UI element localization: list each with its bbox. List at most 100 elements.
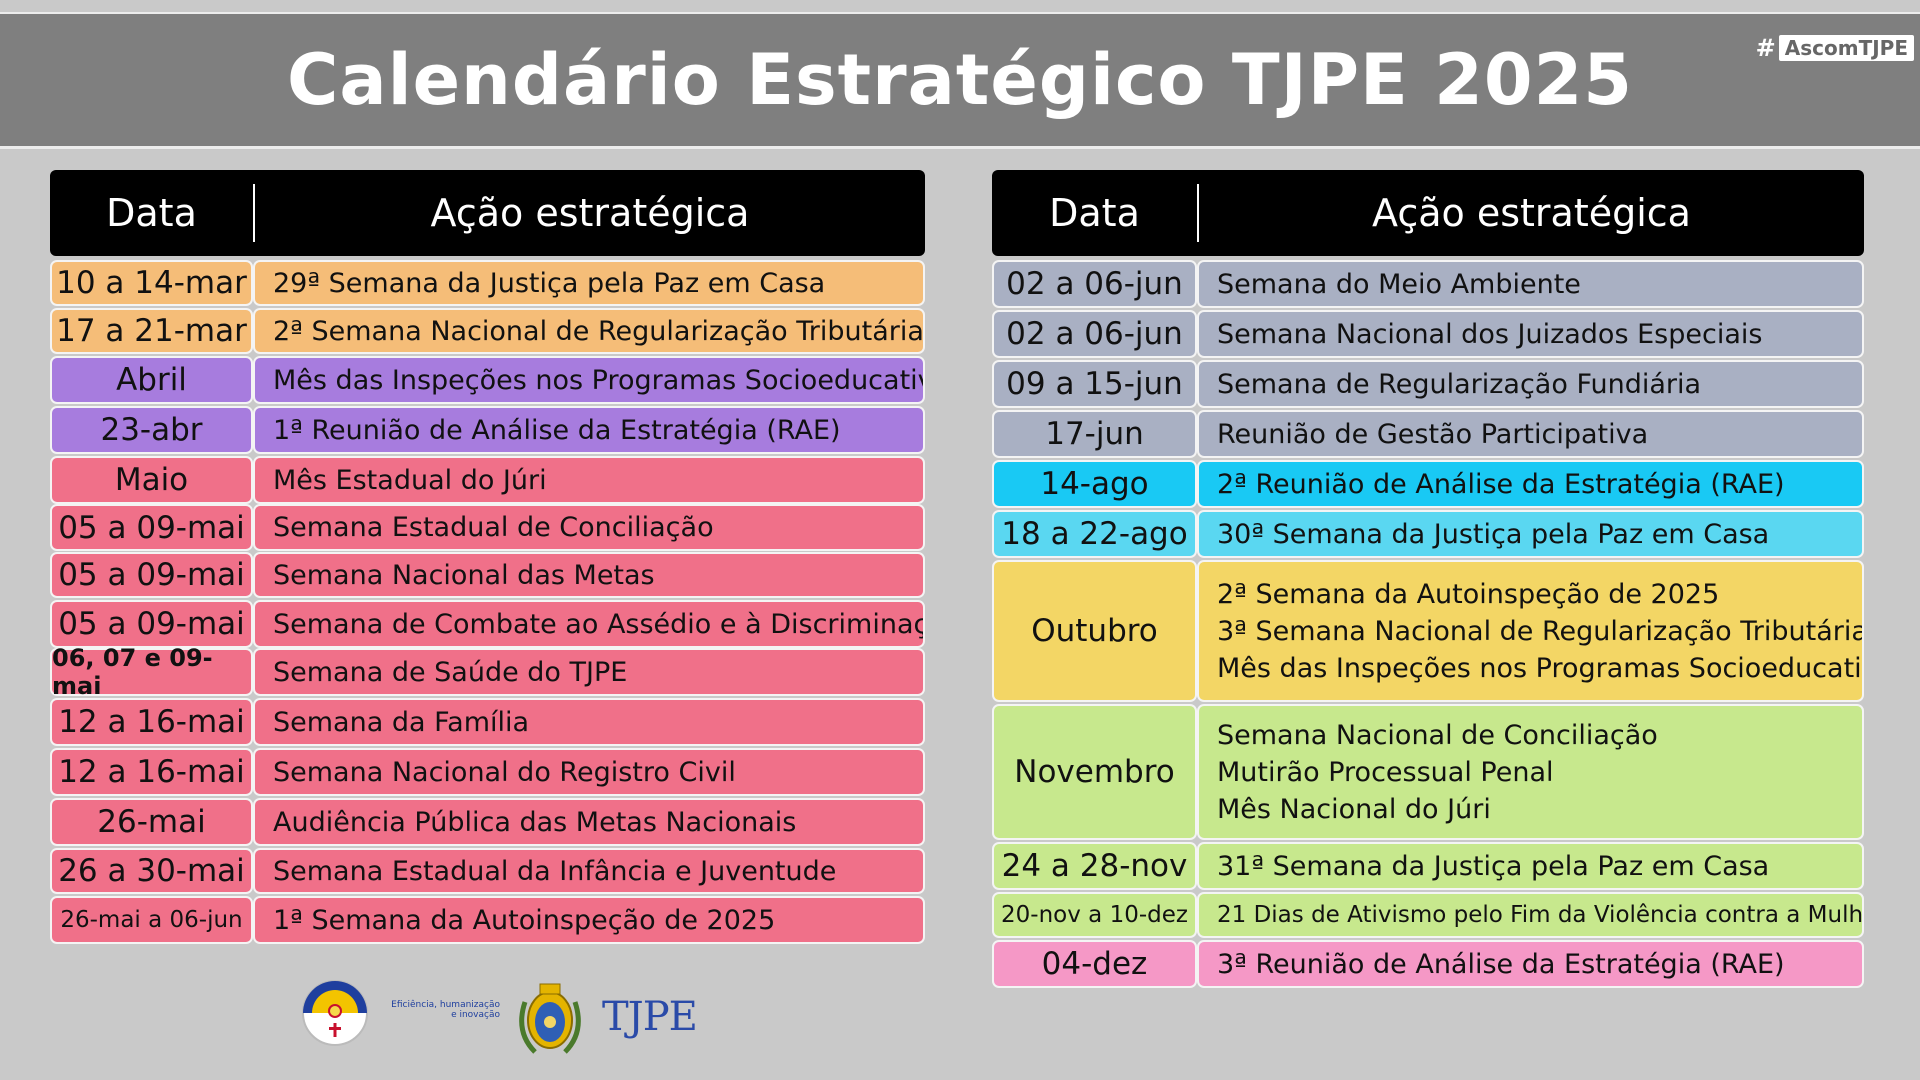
action-text: 3ª Semana Nacional de Regularização Trib…	[1217, 615, 1864, 647]
table-row: 05 a 09-mai Semana de Combate ao Assédio …	[50, 600, 925, 648]
table-row: 26 a 30-mai Semana Estadual da Infância e…	[50, 848, 925, 894]
hashtag: # AscomTJPE	[1756, 34, 1914, 62]
action-cell: 2ª Reunião de Análise da Estratégia (RAE…	[1197, 460, 1864, 508]
action-text: 2ª Semana da Autoinspeção de 2025	[1217, 578, 1720, 610]
action-text: Mutirão Processual Penal	[1217, 756, 1554, 788]
date-cell: Maio	[50, 456, 253, 504]
date-cell: Novembro	[992, 704, 1197, 840]
action-text: 2ª Reunião de Análise da Estratégia (RAE…	[1217, 468, 1785, 500]
date-cell: 23-abr	[50, 406, 253, 454]
action-text: Mês Estadual do Júri	[273, 464, 547, 496]
action-cell: Semana Estadual de Conciliação	[253, 504, 925, 551]
action-text: 29ª Semana da Justiça pela Paz em Casa	[273, 267, 826, 299]
table-header: Data Ação estratégica	[50, 170, 925, 256]
table-row: 18 a 22-ago 30ª Semana da Justiça pela Pa…	[992, 510, 1864, 558]
date-cell: 04-dez	[992, 940, 1197, 988]
action-text: 31ª Semana da Justiça pela Paz em Casa	[1217, 850, 1770, 882]
action-cell: 2ª Semana da Autoinspeção de 2025 3ª Sema…	[1197, 560, 1864, 702]
action-cell: 1ª Reunião de Análise da Estratégia (RAE…	[253, 406, 925, 454]
header-action: Ação estratégica	[430, 191, 750, 235]
action-text: Mês das Inspeções nos Programas Socioedu…	[1217, 652, 1864, 684]
table-row: 02 a 06-jun Semana do Meio Ambiente	[992, 260, 1864, 308]
hash-symbol: #	[1755, 34, 1776, 62]
date-cell: Outubro	[992, 560, 1197, 702]
action-text: Semana Estadual da Infância e Juventude	[273, 855, 837, 887]
date-cell: 26-mai	[50, 798, 253, 846]
header-action: Ação estratégica	[1372, 191, 1691, 235]
date-cell: 05 a 09-mai	[50, 504, 253, 551]
date-cell: 02 a 06-jun	[992, 310, 1197, 358]
date-cell: 17 a 21-mar	[50, 308, 253, 354]
date-cell: 14-ago	[992, 460, 1197, 508]
table-row: Novembro Semana Nacional de Conciliação Mu…	[992, 704, 1864, 840]
pernambuco-flag-icon	[302, 980, 368, 1046]
table-row: 04-dez 3ª Reunião de Análise da Estratégi…	[992, 940, 1864, 988]
table-row: 09 a 15-jun Semana de Regularização Fundi…	[992, 360, 1864, 408]
table-row: 17-jun Reunião de Gestão Participativa	[992, 410, 1864, 458]
table-row: 20-nov a 10-dez 21 Dias de Ativismo pelo …	[992, 892, 1864, 938]
action-text: Semana Nacional de Conciliação	[1217, 719, 1658, 751]
action-cell: Semana de Combate ao Assédio e à Discrim…	[253, 600, 925, 648]
action-text: Semana Nacional dos Juizados Especiais	[1217, 318, 1763, 350]
action-cell: Mês Estadual do Júri	[253, 456, 925, 504]
date-cell: Abril	[50, 356, 253, 404]
table-header: Data Ação estratégica	[992, 170, 1864, 256]
table-row: 14-ago 2ª Reunião de Análise da Estratégi…	[992, 460, 1864, 508]
action-text: Semana da Família	[273, 706, 530, 738]
header-date: Data	[106, 191, 197, 235]
table-row: Outubro 2ª Semana da Autoinspeção de 2025…	[992, 560, 1864, 702]
date-cell: 26 a 30-mai	[50, 848, 253, 894]
action-text: Semana do Meio Ambiente	[1217, 268, 1581, 300]
table-row: 17 a 21-mar 2ª Semana Nacional de Regular…	[50, 308, 925, 354]
action-text: 3ª Reunião de Análise da Estratégia (RAE…	[1217, 948, 1785, 980]
date-cell: 26-mai a 06-jun	[50, 896, 253, 944]
table-row: Maio Mês Estadual do Júri	[50, 456, 925, 504]
action-text: Audiência Pública das Metas Nacionais	[273, 806, 797, 838]
action-cell: 29ª Semana da Justiça pela Paz em Casa	[253, 260, 925, 306]
table-row: 24 a 28-nov 31ª Semana da Justiça pela Pa…	[992, 842, 1864, 890]
action-text: 1ª Reunião de Análise da Estratégia (RAE…	[273, 414, 841, 446]
date-cell: 05 a 09-mai	[50, 600, 253, 648]
action-cell: 31ª Semana da Justiça pela Paz em Casa	[1197, 842, 1864, 890]
date-cell: 12 a 16-mai	[50, 698, 253, 746]
action-text: Semana de Saúde do TJPE	[273, 656, 628, 688]
table-row: 05 a 09-mai Semana Estadual de Conciliaçã…	[50, 504, 925, 551]
action-cell: 1ª Semana da Autoinspeção de 2025	[253, 896, 925, 944]
action-cell: Mês das Inspeções nos Programas Socioedu…	[253, 356, 925, 404]
header-divider	[1197, 184, 1199, 242]
motto-text: Eficiência, humanização e inovação	[391, 1000, 500, 1020]
date-cell: 02 a 06-jun	[992, 260, 1197, 308]
action-text: Semana Nacional do Registro Civil	[273, 756, 736, 788]
action-text: Mês Nacional do Júri	[1217, 793, 1491, 825]
action-cell: 3ª Reunião de Análise da Estratégia (RAE…	[1197, 940, 1864, 988]
action-cell: 30ª Semana da Justiça pela Paz em Casa	[1197, 510, 1864, 558]
action-cell: Semana do Meio Ambiente	[1197, 260, 1864, 308]
action-cell: Semana Nacional dos Juizados Especiais	[1197, 310, 1864, 358]
date-cell: 24 a 28-nov	[992, 842, 1197, 890]
page-title: Calendário Estratégico TJPE 2025	[286, 39, 1634, 121]
action-cell: Semana da Família	[253, 698, 925, 746]
hashtag-handle: AscomTJPE	[1778, 35, 1914, 61]
action-text: Semana de Combate ao Assédio e à Discrim…	[273, 608, 925, 640]
action-cell: Semana Nacional de Conciliação Mutirão Pr…	[1197, 704, 1864, 840]
action-cell: Audiência Pública das Metas Nacionais	[253, 798, 925, 846]
coat-of-arms-icon	[519, 983, 581, 1054]
action-cell: 2ª Semana Nacional de Regularização Trib…	[253, 308, 925, 354]
action-text: 30ª Semana da Justiça pela Paz em Casa	[1217, 518, 1770, 550]
table-row: 06, 07 e 09-mai Semana de Saúde do TJPE	[50, 644, 925, 700]
table-row: 05 a 09-mai Semana Nacional das Metas	[50, 552, 925, 598]
action-text: Semana Nacional das Metas	[273, 559, 655, 591]
date-cell: 05 a 09-mai	[50, 552, 253, 598]
action-text: Semana de Regularização Fundiária	[1217, 368, 1702, 400]
action-text: Semana Estadual de Conciliação	[273, 512, 714, 543]
date-cell: 18 a 22-ago	[992, 510, 1197, 558]
action-cell: Reunião de Gestão Participativa	[1197, 410, 1864, 458]
table-row: 02 a 06-jun Semana Nacional dos Juizados …	[992, 310, 1864, 358]
calendar-table-left: Data Ação estratégica 10 a 14-mar 29ª Sem…	[50, 170, 925, 950]
table-row: 26-mai a 06-jun 1ª Semana da Autoinspeção…	[50, 896, 925, 944]
table-row: 12 a 16-mai Semana da Família	[50, 698, 925, 746]
action-text: Mês das Inspeções nos Programas Socioedu…	[273, 364, 925, 396]
table-row: Abril Mês das Inspeções nos Programas Soc…	[50, 356, 925, 404]
action-text: Reunião de Gestão Participativa	[1217, 418, 1649, 450]
action-text: 1ª Semana da Autoinspeção de 2025	[273, 904, 776, 936]
